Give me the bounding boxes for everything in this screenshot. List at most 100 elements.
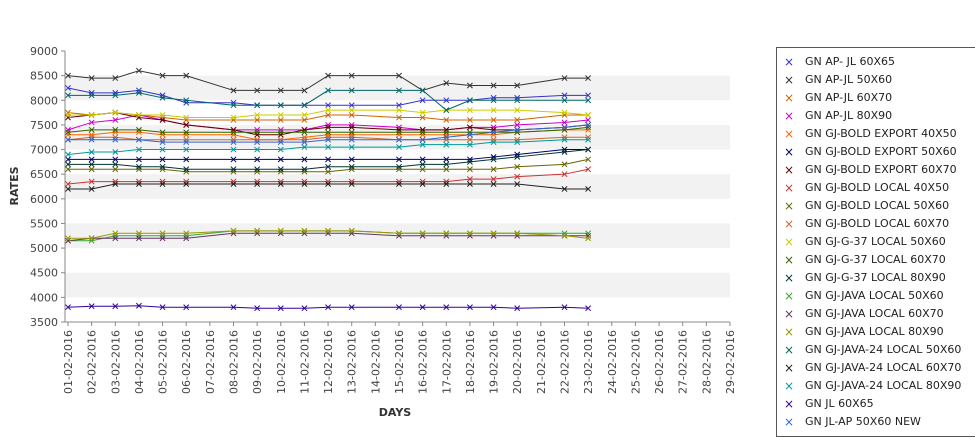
x-tick-label: 12-02-2016 xyxy=(322,330,335,394)
legend-label: GN GJ-BOLD EXPORT 50X60 xyxy=(805,145,957,158)
data-point xyxy=(490,232,497,239)
data-point xyxy=(419,97,426,104)
data-point xyxy=(396,178,402,185)
data-point xyxy=(301,139,308,146)
data-point xyxy=(396,124,402,131)
data-point xyxy=(443,131,450,138)
data-point xyxy=(396,136,402,143)
data-point xyxy=(348,107,355,114)
data-point xyxy=(585,112,592,119)
data-point xyxy=(65,235,71,242)
x-tick-label: 20-02-2016 xyxy=(511,330,524,394)
grid-band xyxy=(65,75,730,101)
data-point xyxy=(466,131,473,138)
data-point xyxy=(159,139,166,146)
data-point xyxy=(88,75,95,82)
legend-marker-icon: × xyxy=(783,199,795,213)
data-point xyxy=(135,67,142,74)
data-point xyxy=(325,121,332,128)
data-point xyxy=(88,178,95,185)
data-point xyxy=(112,235,119,242)
data-point xyxy=(277,117,284,123)
data-point xyxy=(135,112,142,119)
data-point xyxy=(65,136,71,143)
data-point xyxy=(419,166,426,173)
y-tick-label: 7500 xyxy=(30,119,58,132)
data-point xyxy=(65,181,71,187)
series-line xyxy=(68,124,589,143)
data-point xyxy=(301,227,308,234)
legend-marker-icon: × xyxy=(783,55,795,69)
data-point xyxy=(585,126,592,133)
legend-marker-icon: × xyxy=(783,325,795,339)
data-point xyxy=(514,153,521,160)
data-point xyxy=(585,124,592,131)
data-point xyxy=(561,92,568,99)
data-point xyxy=(490,107,497,114)
data-point xyxy=(466,97,473,104)
data-point xyxy=(88,112,95,119)
data-point xyxy=(466,136,473,143)
data-point xyxy=(301,168,308,175)
data-point xyxy=(65,304,71,311)
y-tick-label: 4000 xyxy=(30,291,58,304)
data-point xyxy=(466,176,473,183)
x-tick-label: 29-02-2016 xyxy=(724,330,737,394)
data-point xyxy=(159,146,166,153)
data-point xyxy=(561,97,568,104)
data-point xyxy=(254,156,261,163)
data-point xyxy=(396,107,402,114)
series-line xyxy=(68,158,589,173)
legend-label: GN AP-JL 80X90 xyxy=(805,109,893,122)
data-point xyxy=(65,156,71,163)
data-point xyxy=(514,139,521,146)
data-point xyxy=(585,92,592,99)
data-point xyxy=(443,97,450,104)
data-point xyxy=(585,146,592,153)
data-point xyxy=(325,131,332,138)
data-point xyxy=(348,144,355,151)
series-line xyxy=(67,114,589,131)
data-point xyxy=(135,156,142,163)
legend-label: GN GJ-BOLD LOCAL 40X50 xyxy=(805,181,950,194)
data-point xyxy=(585,235,592,242)
data-point xyxy=(88,149,95,155)
data-point xyxy=(561,146,568,153)
data-point xyxy=(183,178,190,185)
data-point xyxy=(466,166,473,173)
data-point xyxy=(183,166,190,173)
data-point xyxy=(466,156,473,163)
data-point xyxy=(514,181,521,187)
data-point xyxy=(277,166,284,173)
data-point xyxy=(277,126,284,133)
data-point xyxy=(301,129,308,136)
data-point xyxy=(183,72,190,79)
x-tick-label: 02-02-2016 xyxy=(86,330,99,394)
data-point xyxy=(325,304,332,311)
data-point xyxy=(443,126,450,133)
data-point xyxy=(159,166,166,173)
data-point xyxy=(419,178,426,185)
data-point xyxy=(65,161,71,168)
data-point xyxy=(301,134,308,141)
data-point xyxy=(254,146,261,153)
data-point xyxy=(396,131,402,138)
data-point xyxy=(490,230,497,237)
data-point xyxy=(183,131,190,138)
data-point xyxy=(419,230,426,237)
data-point xyxy=(561,230,568,237)
data-point xyxy=(585,136,592,143)
data-point xyxy=(419,304,426,311)
data-point xyxy=(65,131,71,138)
data-point xyxy=(65,85,71,91)
data-point xyxy=(135,126,142,133)
data-point xyxy=(325,181,332,187)
data-point xyxy=(277,305,284,312)
data-point xyxy=(230,230,237,237)
x-tick-label: 13-02-2016 xyxy=(346,330,359,394)
data-point xyxy=(514,305,521,312)
data-point xyxy=(230,117,237,123)
data-point xyxy=(88,89,95,96)
x-tick-label: 04-02-2016 xyxy=(133,330,146,394)
